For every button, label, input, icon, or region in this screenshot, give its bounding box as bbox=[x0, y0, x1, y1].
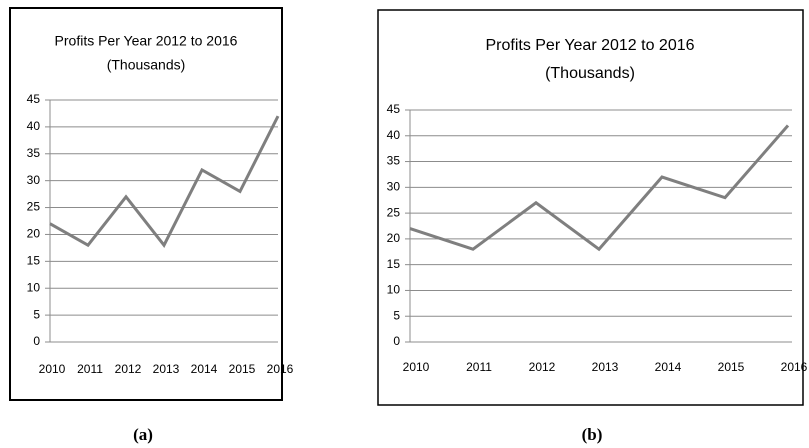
chart-subtitle: (Thousands) bbox=[107, 57, 186, 73]
y-tick-label: 10 bbox=[387, 283, 401, 297]
x-tick-label: 2010 bbox=[403, 360, 430, 374]
y-tick-label: 5 bbox=[393, 308, 400, 322]
y-tick-label: 40 bbox=[27, 119, 41, 133]
caption: (b) bbox=[582, 425, 603, 444]
y-tick-label: 15 bbox=[387, 257, 401, 271]
x-tick-label: 2015 bbox=[229, 362, 256, 376]
y-tick-label: 30 bbox=[27, 173, 41, 187]
x-tick-label: 2012 bbox=[529, 360, 556, 374]
y-tick-label: 15 bbox=[27, 254, 41, 268]
x-tick-label: 2014 bbox=[655, 360, 682, 374]
chart-subtitle: (Thousands) bbox=[545, 65, 635, 82]
x-tick-label: 2011 bbox=[466, 360, 492, 374]
x-tick-label: 2010 bbox=[39, 362, 66, 376]
y-tick-label: 35 bbox=[387, 154, 401, 168]
x-tick-label: 2015 bbox=[718, 360, 745, 374]
line bbox=[409, 124, 790, 252]
x-tick-label: 2016 bbox=[267, 362, 294, 376]
y-tick-label: 0 bbox=[393, 334, 400, 348]
y-tick-label: 20 bbox=[387, 231, 401, 245]
y-tick-label: 25 bbox=[387, 205, 401, 219]
y-tick-label: 45 bbox=[27, 92, 41, 106]
caption: (a) bbox=[133, 425, 153, 444]
y-tick-label: 25 bbox=[27, 200, 41, 214]
x-tick-label: 2013 bbox=[153, 362, 180, 376]
x-tick-label: 2014 bbox=[191, 362, 218, 376]
y-tick-label: 30 bbox=[387, 180, 401, 194]
y-tick-label: 5 bbox=[33, 307, 40, 321]
x-tick-label: 2012 bbox=[115, 362, 142, 376]
chart-title: Profits Per Year 2012 to 2016 bbox=[55, 33, 238, 49]
frame-a bbox=[9, 7, 283, 401]
y-tick-label: 20 bbox=[27, 227, 41, 241]
chart-title: Profits Per Year 2012 to 2016 bbox=[485, 37, 694, 54]
x-tick-label: 2016 bbox=[781, 360, 808, 374]
y-tick-label: 0 bbox=[33, 334, 40, 348]
y-tick-label: 40 bbox=[387, 128, 401, 142]
x-tick-label: 2013 bbox=[592, 360, 619, 374]
y-tick-label: 10 bbox=[27, 280, 41, 294]
y-tick-label: 35 bbox=[27, 146, 41, 160]
y-tick-label: 45 bbox=[387, 102, 401, 116]
line bbox=[49, 115, 280, 248]
frame-b bbox=[377, 9, 804, 406]
x-tick-label: 2011 bbox=[77, 362, 103, 376]
